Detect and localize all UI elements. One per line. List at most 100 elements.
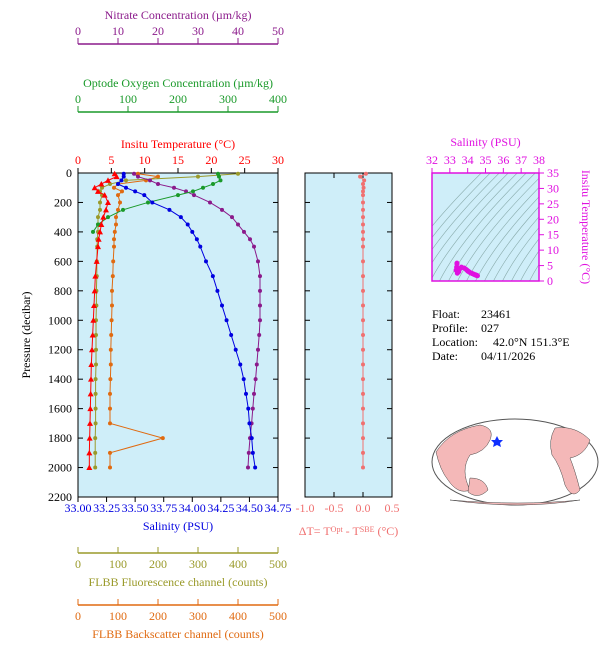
data-point — [112, 244, 116, 249]
data-point — [361, 421, 365, 426]
data-point — [156, 182, 160, 187]
x-tick-label: -0.5 — [325, 501, 344, 515]
data-point — [113, 173, 120, 180]
data-point — [211, 182, 215, 187]
data-point — [172, 185, 176, 190]
data-point — [246, 406, 251, 411]
world-map — [431, 418, 599, 506]
axis-title-part: ΔT= T — [299, 524, 332, 538]
data-point — [361, 406, 365, 411]
data-point — [110, 303, 114, 308]
data-point — [108, 377, 113, 382]
x-tick-label: 10 — [139, 153, 151, 167]
axis-title: Insitu Temperature (°C) — [579, 170, 593, 284]
data-point — [133, 189, 138, 194]
x-tick-label: 40 — [232, 24, 244, 38]
x-tick-label: 36 — [497, 153, 509, 167]
data-point — [86, 464, 93, 471]
data-point — [246, 450, 251, 455]
data-point — [250, 450, 255, 455]
axis-title-part: SBE — [360, 525, 375, 534]
x-tick-label: 33.25 — [93, 501, 120, 515]
data-point — [217, 174, 221, 179]
data-point — [100, 185, 104, 190]
data-point — [91, 229, 95, 234]
data-point — [96, 222, 100, 227]
data-point — [119, 178, 124, 183]
x-tick-label: 38 — [533, 153, 545, 167]
axis-title: FLBB Fluorescence channel (counts) — [89, 575, 268, 589]
data-point — [361, 377, 365, 382]
y-axis-title: Pressure (decibar) — [19, 292, 33, 379]
y-tick-label: 0 — [547, 274, 553, 288]
data-point — [361, 185, 366, 190]
data-point — [215, 288, 220, 293]
data-point — [98, 207, 102, 212]
y-tick-label: 1200 — [48, 343, 72, 357]
y-tick-label: 1600 — [48, 402, 72, 416]
data-point — [95, 243, 101, 250]
data-point — [156, 174, 160, 179]
data-point — [220, 207, 224, 212]
y-tick-label: 25 — [547, 197, 559, 211]
density-contour — [432, 173, 491, 239]
data-point — [108, 362, 113, 367]
data-point — [196, 174, 200, 179]
data-point — [361, 222, 365, 227]
data-point — [220, 303, 224, 308]
data-point — [88, 376, 94, 382]
data-point — [142, 193, 147, 198]
x-tick-label: 34 — [462, 153, 474, 167]
data-point — [94, 362, 98, 367]
x-tick-label: 30 — [272, 153, 284, 167]
y-tick-label: 10 — [547, 243, 559, 257]
data-point — [247, 421, 252, 426]
x-tick-label: 34.75 — [265, 501, 292, 515]
x-tick-label: 50 — [272, 24, 284, 38]
data-point — [258, 274, 262, 279]
data-point — [229, 333, 234, 337]
data-point — [190, 229, 195, 234]
data-point — [178, 215, 183, 220]
data-point — [93, 421, 98, 426]
data-point — [167, 207, 172, 212]
data-point — [252, 391, 256, 396]
data-point — [361, 259, 365, 264]
axis-title: Insitu Temperature (°C) — [121, 137, 235, 151]
x-tick-label: 10 — [112, 24, 124, 38]
data-point — [256, 259, 260, 264]
data-point — [233, 347, 238, 352]
data-point — [93, 450, 98, 455]
data-point — [93, 406, 98, 411]
data-point — [87, 390, 94, 397]
y-tick-label: 0 — [66, 166, 72, 180]
axis-title-part: - T — [343, 524, 361, 538]
data-point — [361, 288, 365, 293]
x-tick-label: 37 — [515, 153, 527, 167]
density-contour — [484, 206, 539, 281]
density-contour — [432, 173, 518, 279]
data-point — [87, 420, 93, 426]
x-tick-label: 33.50 — [122, 501, 149, 515]
x-tick-label: 15 — [172, 153, 184, 167]
data-point — [98, 181, 105, 187]
density-contour — [432, 173, 500, 251]
data-point — [201, 185, 205, 190]
data-point — [230, 215, 234, 220]
data-point — [250, 406, 255, 411]
data-point — [238, 362, 243, 367]
info-label: Date: — [432, 349, 458, 363]
y-tick-label: 200 — [54, 195, 72, 209]
y-tick-label: 35 — [547, 166, 559, 180]
data-point — [218, 178, 223, 183]
y-tick-label: 2000 — [48, 461, 72, 475]
density-contour — [432, 173, 509, 264]
data-point — [150, 200, 155, 205]
data-point — [257, 333, 262, 337]
x-tick-label: 30 — [192, 24, 204, 38]
data-point — [160, 436, 165, 441]
x-tick-label: 0 — [75, 153, 81, 167]
y-tick-label: 2200 — [48, 490, 72, 504]
data-point — [90, 317, 97, 323]
data-point — [249, 436, 254, 441]
